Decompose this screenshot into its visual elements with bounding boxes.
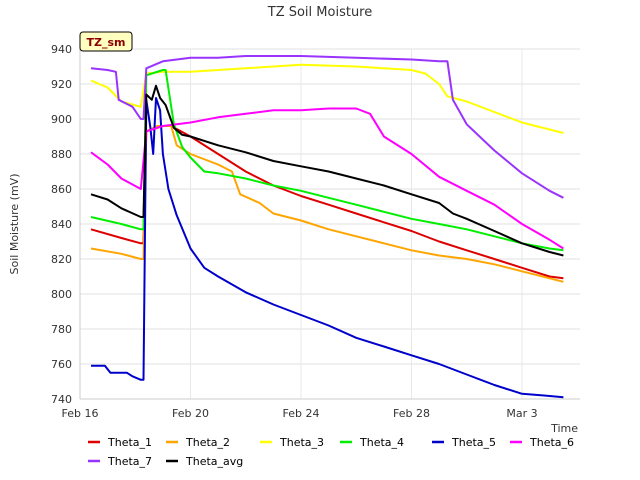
chart-badge-label: TZ_sm — [87, 36, 126, 49]
y-tick-label: 900 — [51, 113, 72, 126]
y-tick-label: 840 — [51, 218, 72, 231]
legend: Theta_1 Theta_2 Theta_3 Theta_4 Theta_5 Theta… — [88, 436, 574, 468]
legend-label-theta-3: Theta_3 — [279, 436, 324, 449]
x-tick-label: Feb 16 — [62, 407, 99, 420]
y-tick-label: 740 — [51, 393, 72, 406]
chart-title: TZ Soil Moisture — [267, 5, 373, 20]
y-tick-label: 920 — [51, 78, 72, 91]
legend-label-theta-avg: Theta_avg — [185, 455, 243, 468]
tick-labels: 740 760 780 800 820 840 860 880 900 920 940 Feb 16 F… — [51, 43, 538, 420]
axes — [79, 49, 580, 400]
x-axis-label: Time — [550, 422, 578, 435]
y-tick-label: 860 — [51, 183, 72, 196]
series-line-theta-6 — [90, 107, 564, 250]
x-tick-label: Feb 28 — [393, 407, 430, 420]
y-tick-label: 800 — [51, 288, 72, 301]
legend-label-theta-5: Theta_5 — [451, 436, 496, 449]
series-line-theta-5 — [91, 97, 564, 399]
y-tick-label: 820 — [51, 253, 72, 266]
x-tick-label: Feb 20 — [172, 407, 209, 420]
legend-label-theta-7: Theta_7 — [107, 455, 152, 468]
legend-label-theta-1: Theta_1 — [107, 436, 152, 449]
y-tick-label: 880 — [51, 148, 72, 161]
series-line-theta-avg — [90, 84, 564, 257]
series-layer — [90, 55, 564, 399]
legend-label-theta-4: Theta_4 — [359, 436, 404, 449]
y-tick-label: 940 — [51, 43, 72, 56]
legend-label-theta-2: Theta_2 — [185, 436, 230, 449]
y-tick-label: 780 — [51, 323, 72, 336]
x-tick-label: Feb 24 — [283, 407, 320, 420]
x-tick-label: Mar 3 — [506, 407, 537, 420]
series-line-theta-7 — [90, 55, 564, 199]
y-axis-label: Soil Moisture (mV) — [8, 174, 21, 275]
y-tick-label: 760 — [51, 358, 72, 371]
series-line-theta-3 — [90, 63, 564, 134]
legend-label-theta-6: Theta_6 — [529, 436, 574, 449]
chart-badge: TZ_sm — [79, 31, 133, 52]
